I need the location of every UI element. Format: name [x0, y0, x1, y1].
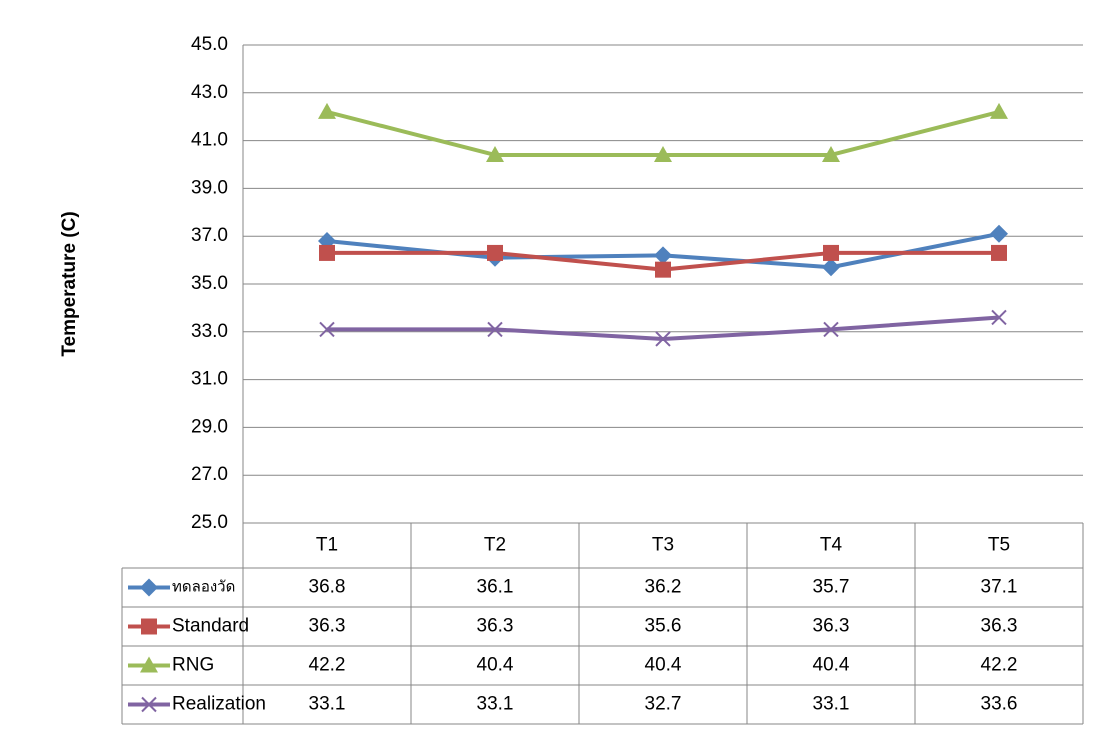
x-tick-label: T2	[484, 535, 506, 556]
table-value: 36.3	[813, 616, 850, 637]
table-value: 33.1	[813, 694, 850, 715]
data-point	[655, 331, 671, 347]
y-tick-label: 27.0	[191, 464, 228, 485]
legend-marker	[141, 696, 157, 713]
table-value: 32.7	[645, 694, 682, 715]
legend-label: ทดลองวัด	[172, 578, 235, 595]
data-point	[486, 145, 504, 162]
y-tick-label: 37.0	[191, 225, 228, 246]
data-point	[655, 261, 671, 278]
y-tick-label: 45.0	[191, 34, 228, 55]
y-tick-label: 25.0	[191, 512, 228, 533]
table-value: 33.1	[309, 694, 346, 715]
data-point	[654, 145, 672, 162]
legend-label: Realization	[172, 694, 266, 715]
table-value: 40.4	[813, 655, 850, 676]
table-value: 33.1	[477, 694, 514, 715]
x-tick-label: T4	[820, 535, 843, 556]
table-value: 35.6	[645, 616, 682, 637]
data-point	[823, 244, 839, 261]
data-point	[823, 321, 839, 338]
data-point	[822, 145, 840, 162]
x-tick-label: T5	[988, 535, 1010, 556]
y-tick-label: 33.0	[191, 321, 228, 342]
table-value: 42.2	[981, 655, 1018, 676]
y-tick-label: 35.0	[191, 273, 228, 294]
legend-label: RNG	[172, 655, 214, 676]
y-tick-label: 29.0	[191, 416, 228, 437]
table-value: 35.7	[813, 577, 850, 598]
table-value: 36.8	[309, 577, 346, 598]
data-point	[991, 244, 1007, 261]
legend-marker	[140, 656, 158, 673]
data-point	[990, 224, 1008, 243]
data-point	[822, 258, 840, 277]
table-value: 33.6	[981, 694, 1018, 715]
data-point	[487, 244, 503, 261]
y-tick-label: 39.0	[191, 177, 228, 198]
table-value: 42.2	[309, 655, 346, 676]
table-value: 37.1	[981, 577, 1018, 598]
table-value: 40.4	[645, 655, 682, 676]
data-point	[991, 309, 1007, 326]
y-tick-label: 41.0	[191, 130, 228, 151]
y-axis-title: Temperature (C)	[59, 211, 80, 356]
legend-marker	[140, 578, 158, 597]
legend-label: Standard	[172, 616, 249, 637]
data-point	[319, 244, 335, 261]
legend-marker	[141, 618, 157, 635]
data-point	[318, 102, 336, 119]
y-tick-label: 31.0	[191, 369, 228, 390]
y-tick-label: 43.0	[191, 82, 228, 103]
x-tick-label: T1	[316, 535, 338, 556]
table-value: 36.3	[309, 616, 346, 637]
series-line	[327, 315, 1000, 341]
table-value: 36.3	[981, 616, 1018, 637]
data-point	[319, 321, 335, 338]
data-point	[487, 321, 503, 338]
data-point	[654, 246, 672, 265]
table-value: 40.4	[477, 655, 514, 676]
x-tick-label: T3	[652, 535, 674, 556]
table-value: 36.2	[645, 577, 682, 598]
table-value: 36.1	[477, 577, 514, 598]
table-value: 36.3	[477, 616, 514, 637]
data-point	[990, 102, 1008, 119]
